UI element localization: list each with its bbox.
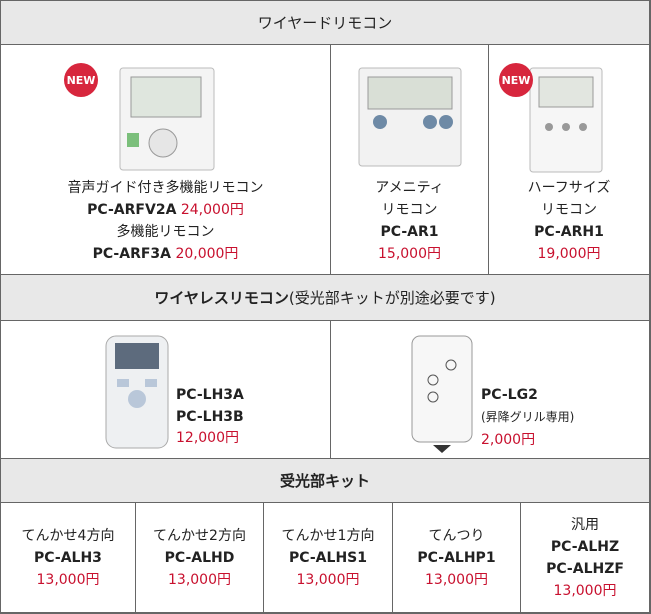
section-header: 受光部キット bbox=[1, 459, 650, 503]
product-name: アメニティ bbox=[375, 180, 444, 196]
price: 13,000円 bbox=[168, 572, 231, 588]
model: PC-LH3A bbox=[176, 387, 244, 403]
remote-image bbox=[411, 335, 473, 453]
price: 13,000円 bbox=[296, 572, 360, 588]
product-cell: 汎用 PC-ALHZ PC-ALHZF 13,000円 bbox=[521, 503, 650, 613]
model-note: (昇降グリル専用) bbox=[481, 410, 575, 424]
price: 13,000円 bbox=[36, 572, 100, 588]
product-name: てんかせ4方向 bbox=[21, 528, 115, 544]
price: 13,000円 bbox=[425, 572, 488, 588]
model: PC-ALHP1 bbox=[417, 550, 496, 566]
product-name: 多機能リモコン bbox=[116, 224, 215, 240]
product-cell: てんかせ1方向 PC-ALHS1 13,000円 bbox=[264, 503, 393, 613]
product-cell: てんかせ4方向 PC-ALH3 13,000円 bbox=[1, 503, 136, 613]
product-cell: NEW ハーフサイズ リモコン PC-ARH1 19,000円 bbox=[489, 45, 650, 275]
product-cell: てんつり PC-ALHP1 13,000円 bbox=[393, 503, 521, 613]
model: PC-ARH1 bbox=[534, 224, 604, 240]
price: 12,000円 bbox=[176, 430, 239, 446]
new-badge: NEW bbox=[499, 63, 533, 97]
product-cell: PC-LG2 (昇降グリル専用) 2,000円 bbox=[331, 321, 650, 459]
product-cell: アメニティ リモコン PC-AR1 15,000円 bbox=[331, 45, 489, 275]
model: PC-LG2 bbox=[481, 387, 538, 403]
section-note: (受光部キットが別途必要です) bbox=[288, 289, 496, 307]
product-cell: てんかせ2方向 PC-ALHD 13,000円 bbox=[136, 503, 264, 613]
price: 15,000円 bbox=[378, 246, 441, 262]
remote-image bbox=[119, 67, 215, 171]
remote-image bbox=[105, 335, 169, 449]
model: PC-ALHZ bbox=[550, 539, 620, 555]
model: PC-ARF3A bbox=[92, 246, 171, 262]
product-name: てんかせ1方向 bbox=[281, 528, 375, 544]
model: PC-ALH3 bbox=[34, 550, 102, 566]
product-name: てんかせ2方向 bbox=[153, 528, 246, 544]
product-name: 汎用 bbox=[571, 517, 599, 533]
price: 13,000円 bbox=[553, 583, 617, 599]
product-cell: NEW 音声ガイド付き多機能リモコン PC-ARFV2A 24,000円 多機能… bbox=[1, 45, 331, 275]
model: PC-ALHZF bbox=[546, 561, 624, 577]
price: 19,000円 bbox=[537, 246, 601, 262]
product-name: 音声ガイド付き多機能リモコン bbox=[67, 180, 264, 196]
product-name: リモコン bbox=[381, 202, 438, 218]
price: 24,000円 bbox=[180, 202, 244, 218]
product-name: ハーフサイズ bbox=[527, 180, 611, 196]
model: PC-LH3B bbox=[176, 409, 244, 425]
section-header: ワイヤレスリモコン (受光部キットが別途必要です) bbox=[1, 275, 650, 321]
section-header: ワイヤードリモコン bbox=[1, 1, 650, 45]
section-title: ワイヤードリモコン bbox=[257, 14, 393, 32]
new-badge: NEW bbox=[64, 63, 98, 97]
price: 2,000円 bbox=[481, 432, 536, 448]
model: PC-ALHS1 bbox=[289, 550, 367, 566]
product-name: てんつり bbox=[428, 528, 485, 544]
section-title: 受光部キット bbox=[279, 472, 370, 490]
section-title: ワイヤレスリモコン bbox=[154, 289, 289, 307]
model: PC-ARFV2A bbox=[87, 202, 177, 218]
model: PC-AR1 bbox=[380, 224, 439, 240]
product-name: リモコン bbox=[541, 202, 597, 218]
product-cell: PC-LH3A PC-LH3B 12,000円 bbox=[1, 321, 331, 459]
price: 20,000円 bbox=[175, 246, 239, 262]
remote-image bbox=[358, 67, 462, 167]
model: PC-ALHD bbox=[164, 550, 235, 566]
remote-image bbox=[529, 67, 603, 173]
